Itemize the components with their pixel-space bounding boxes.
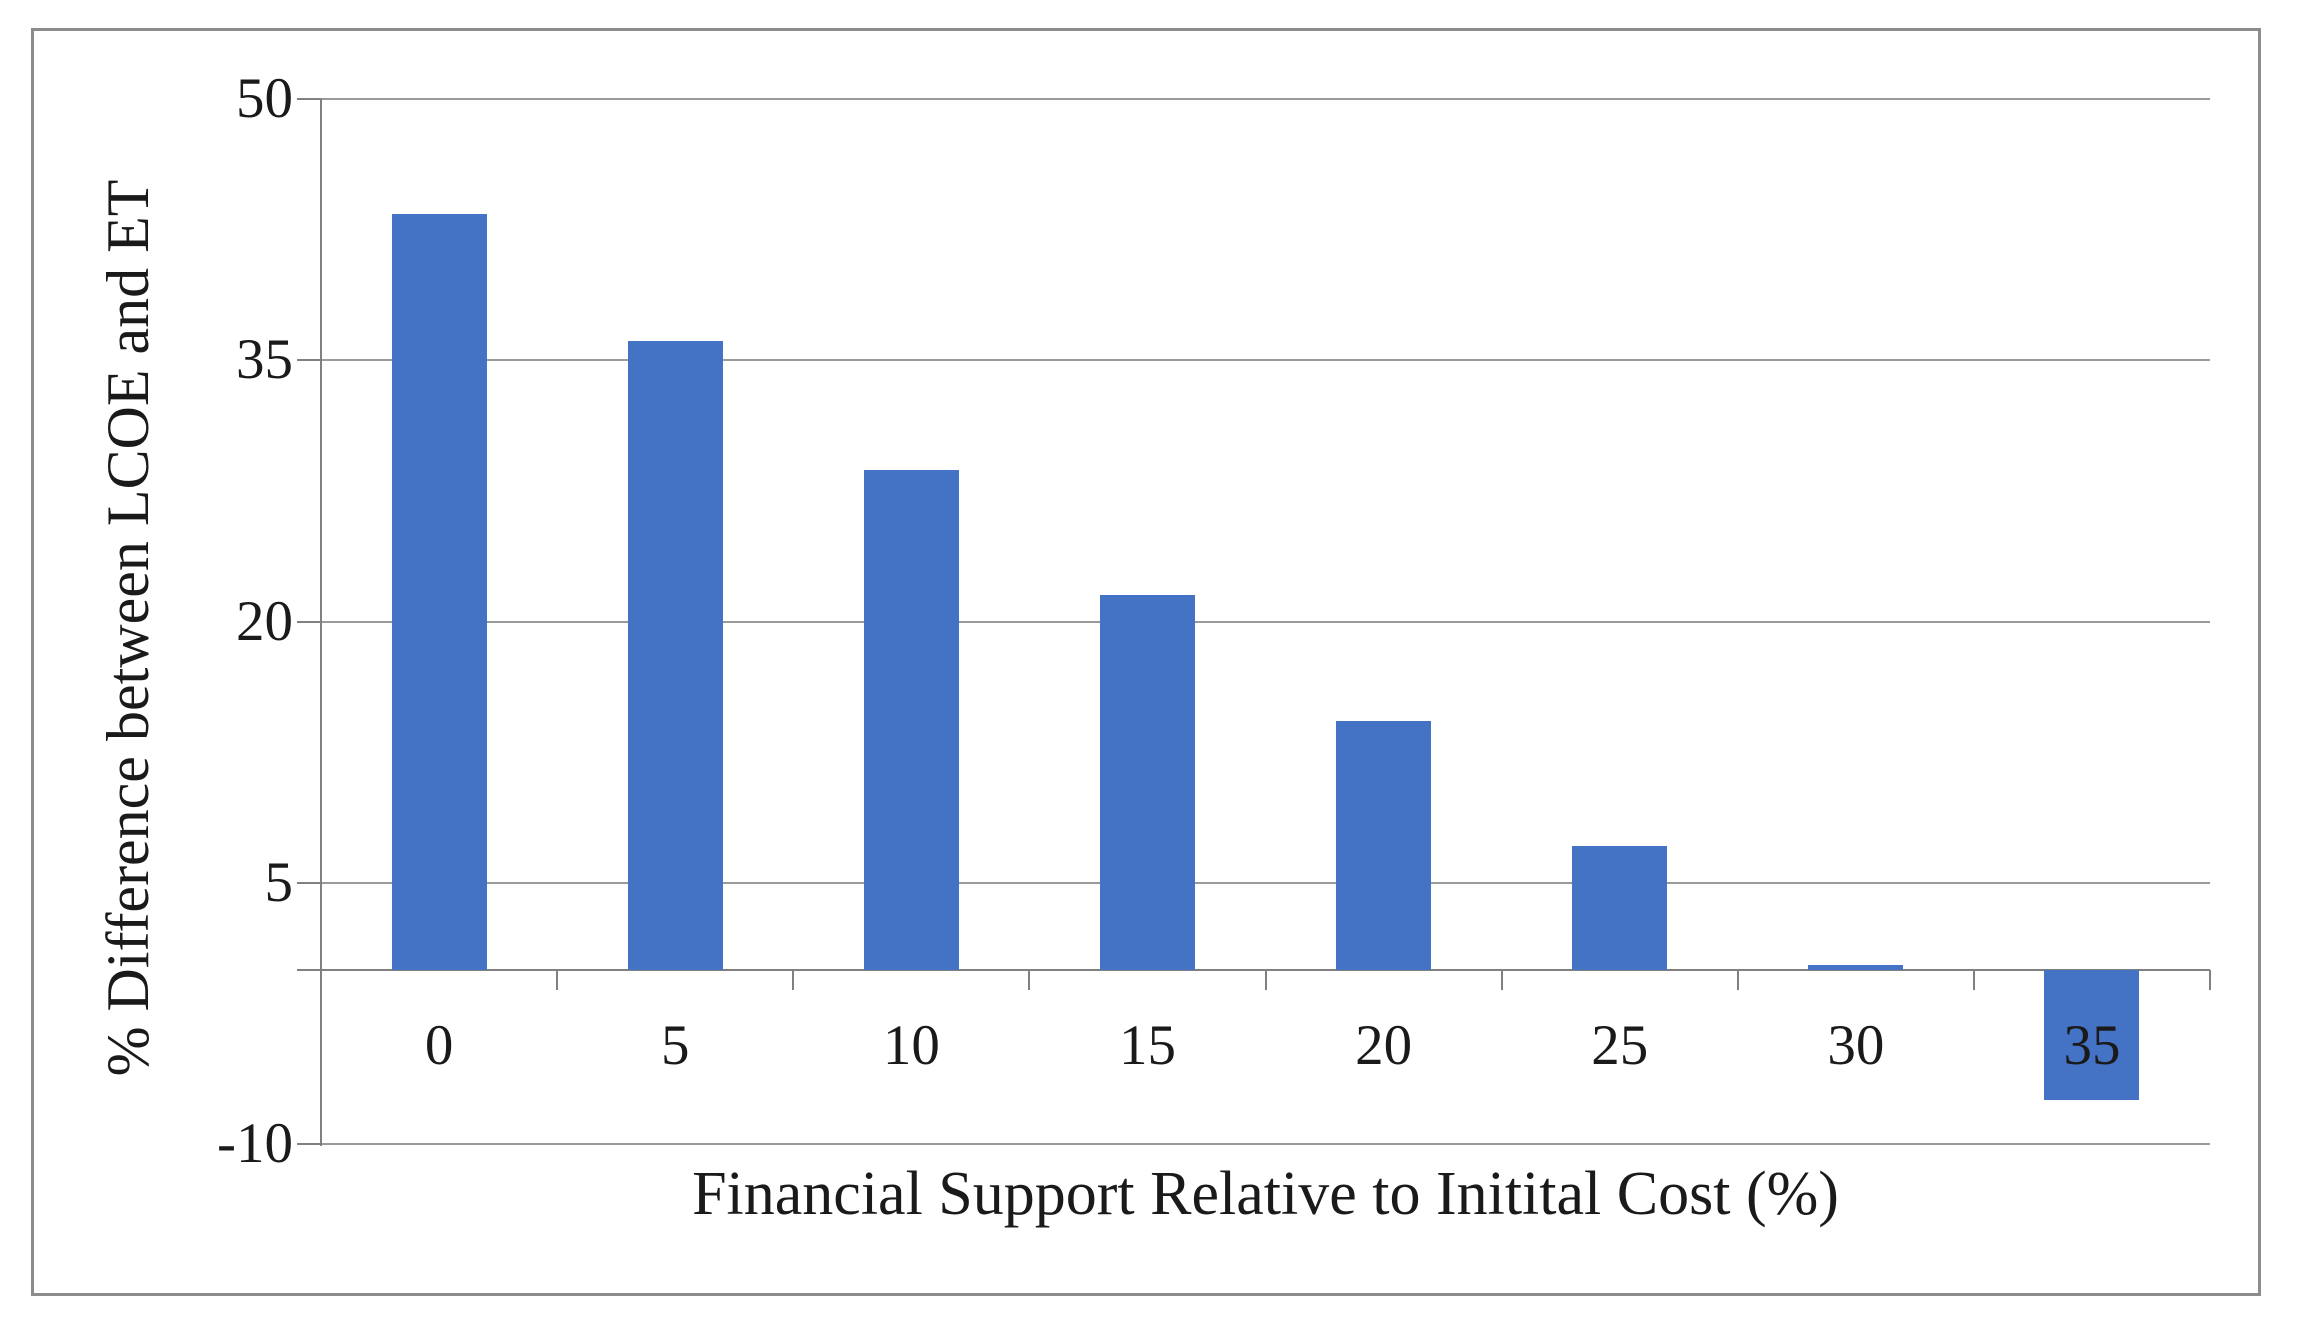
bar [1099,595,1195,970]
gridline [321,620,2210,623]
x-boundary-tick [1972,969,1975,990]
y-tick-label: -10 [217,1112,293,1175]
bar [627,341,723,970]
bar [2044,969,2140,1101]
y-tick-label: 50 [236,67,293,130]
x-category-label: 35 [2063,1014,2121,1077]
gridline [321,359,2210,362]
x-boundary-tick [2209,969,2211,990]
y-axis-line [320,99,322,1146]
gridline [321,881,2210,884]
x-boundary-tick [1500,969,1503,990]
gridline [321,1143,2210,1145]
x-boundary-tick [1028,969,1031,990]
y-tick-mark [297,1143,321,1145]
bar [863,469,959,970]
x-category-label: 20 [1355,1014,1413,1077]
x-boundary-tick [1736,969,1739,990]
y-tick-mark [297,620,321,623]
y-tick-mark [297,881,321,884]
y-tick-label: 5 [264,850,294,914]
y-tick-mark [297,359,321,362]
y-tick-mark [297,98,321,100]
bar [1336,720,1432,970]
x-boundary-tick [792,969,795,990]
x-boundary-tick [1264,969,1267,990]
x-category-label: 10 [882,1014,940,1077]
gridline [321,98,2210,100]
x-category-label: 30 [1827,1014,1885,1077]
figure-border [31,28,2261,1296]
y-tick-label: 20 [236,589,293,653]
bar [1808,964,1904,970]
bar [391,213,487,970]
x-category-label: 5 [660,1014,690,1077]
y-axis-title: % Difference between LCOE and ET [95,179,161,1077]
x-axis-line [297,968,2210,971]
x-category-label: 0 [424,1014,454,1077]
x-category-label: 15 [1118,1014,1176,1077]
x-category-label: 25 [1591,1014,1649,1077]
y-tick-label: 35 [236,328,293,392]
bar [1572,846,1668,970]
x-axis-title: Financial Support Relative to Initital C… [692,1160,1839,1228]
x-boundary-tick [556,969,559,990]
